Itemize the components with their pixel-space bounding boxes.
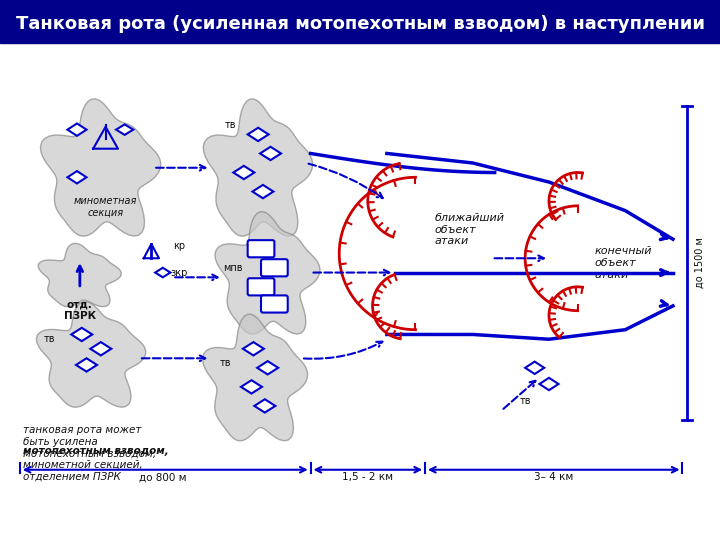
Polygon shape: [37, 302, 145, 407]
Polygon shape: [241, 380, 262, 394]
Polygon shape: [90, 342, 112, 355]
Text: 1,5 - 2 км: 1,5 - 2 км: [342, 472, 393, 482]
Text: конечный
объект
атаки: конечный объект атаки: [595, 246, 652, 280]
Polygon shape: [243, 342, 264, 355]
Polygon shape: [215, 212, 320, 334]
Polygon shape: [76, 358, 97, 372]
Polygon shape: [203, 99, 312, 236]
Text: тв: тв: [519, 396, 531, 407]
Polygon shape: [233, 166, 254, 179]
Polygon shape: [254, 399, 275, 413]
Polygon shape: [253, 185, 274, 198]
Polygon shape: [257, 361, 278, 374]
Text: до 800 м: до 800 м: [139, 472, 186, 482]
Text: мотопехотным взводом,: мотопехотным взводом,: [22, 446, 168, 456]
Polygon shape: [71, 328, 92, 341]
Polygon shape: [68, 171, 86, 184]
Text: зкр: зкр: [171, 267, 188, 278]
Polygon shape: [38, 244, 121, 307]
Polygon shape: [260, 147, 281, 160]
Polygon shape: [156, 268, 171, 278]
Text: тв: тв: [44, 334, 55, 344]
Text: отд.
ПЗРК: отд. ПЗРК: [64, 299, 96, 321]
FancyBboxPatch shape: [248, 240, 274, 257]
Polygon shape: [525, 362, 544, 374]
FancyBboxPatch shape: [248, 278, 274, 295]
Polygon shape: [539, 378, 559, 390]
Text: 3– 4 км: 3– 4 км: [534, 472, 573, 482]
Text: мпв: мпв: [223, 263, 243, 273]
Text: минометная
секция: минометная секция: [74, 197, 138, 218]
Text: до 1500 м: до 1500 м: [695, 238, 705, 288]
FancyBboxPatch shape: [261, 295, 288, 313]
Polygon shape: [68, 124, 86, 136]
Text: кр: кр: [173, 241, 185, 251]
Text: Танковая рота (усиленная мотопехотным взводом) в наступлении: Танковая рота (усиленная мотопехотным вз…: [16, 15, 704, 33]
Text: тв: тв: [225, 120, 236, 130]
Polygon shape: [202, 314, 307, 441]
Text: танковая рота может
быть усилена
мотопехотным взводом,
минометной секцией,
отдел: танковая рота может быть усилена мотопех…: [22, 425, 156, 481]
Text: тв: тв: [220, 358, 232, 368]
Polygon shape: [116, 124, 133, 135]
Polygon shape: [248, 128, 269, 141]
Polygon shape: [40, 99, 161, 236]
FancyBboxPatch shape: [261, 259, 288, 276]
Text: ближайший
объект
атаки: ближайший объект атаки: [435, 213, 505, 246]
